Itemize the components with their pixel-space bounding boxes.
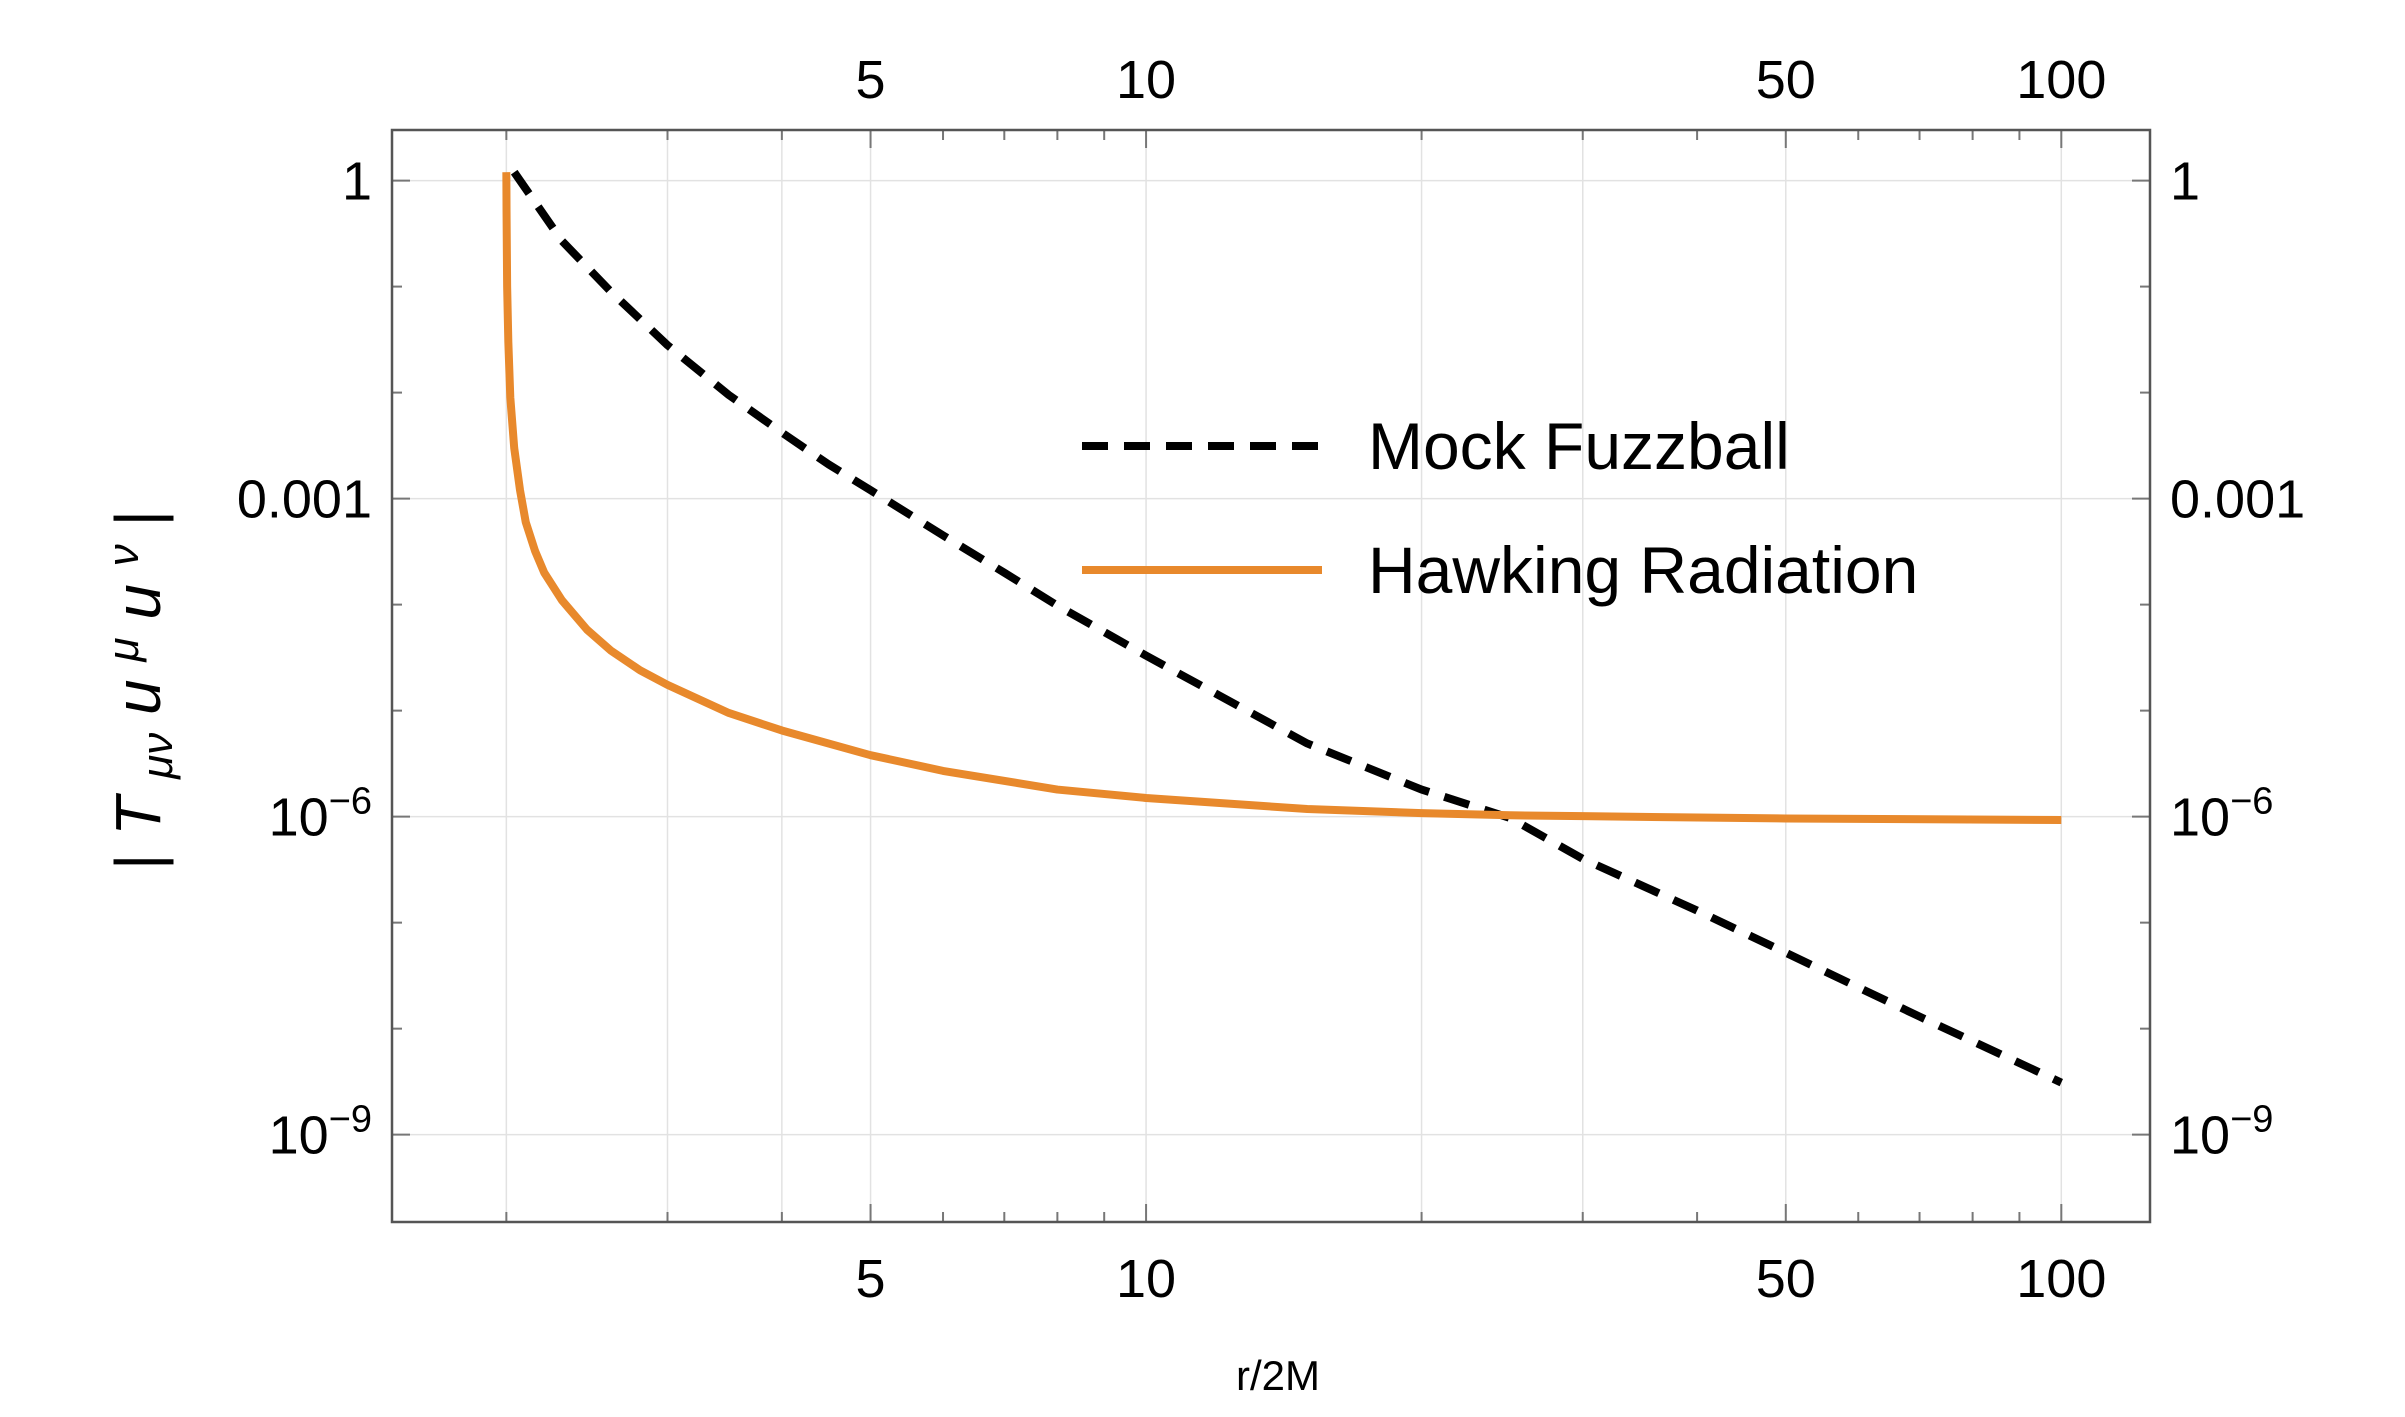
x-tick-label-top: 50 bbox=[1756, 50, 1816, 110]
y-label-u1: u bbox=[102, 679, 174, 715]
x-tick-label-bottom: 100 bbox=[2016, 1249, 2106, 1309]
series-line-hawking-radiation bbox=[502, 172, 2062, 824]
tick-label-exponent: −9 bbox=[329, 1099, 372, 1141]
tick-label-exponent: −9 bbox=[2230, 1099, 2273, 1141]
tick-label-base: 10 bbox=[2170, 1106, 2230, 1166]
y-tick-label-left: 1 bbox=[342, 152, 372, 212]
y-label-bar-left: | bbox=[102, 853, 174, 870]
tick-label-base: 10 bbox=[269, 788, 329, 848]
y-tick-label-left: 0.001 bbox=[237, 470, 372, 530]
x-tick-label-top: 10 bbox=[1116, 50, 1176, 110]
tick-label-base: 10 bbox=[269, 1106, 329, 1166]
frame-ticks bbox=[392, 130, 2150, 1222]
y-label-bar-right: | bbox=[102, 510, 174, 527]
y-label-u2: u bbox=[102, 584, 174, 620]
x-tick-label-bottom: 10 bbox=[1116, 1249, 1176, 1309]
tick-label-exponent: −6 bbox=[329, 781, 372, 823]
y-axis-label: | T μν u μ u ν | bbox=[99, 510, 182, 870]
tick-label-base: 10 bbox=[2170, 788, 2230, 848]
y-tick-label-left: 10−9 bbox=[269, 1099, 372, 1166]
legend-label-hawking-radiation: Hawking Radiation bbox=[1368, 533, 1918, 607]
y-label-t-sub: μν bbox=[133, 733, 182, 780]
y-label-t: T bbox=[102, 793, 174, 836]
y-tick-label-right: 10−9 bbox=[2170, 1099, 2273, 1166]
tick-label-exponent: −6 bbox=[2230, 781, 2273, 823]
x-tick-label-top: 100 bbox=[2016, 50, 2106, 110]
plot-frame bbox=[390, 128, 2152, 1224]
legend: Mock Fuzzball Hawking Radiation bbox=[1082, 409, 1918, 607]
y-tick-label-left: 10−6 bbox=[269, 781, 372, 848]
y-tick-label-right: 0.001 bbox=[2170, 470, 2305, 530]
x-axis-label: r/2M bbox=[1236, 1352, 1320, 1399]
legend-label-mock-fuzzball: Mock Fuzzball bbox=[1368, 409, 1790, 483]
y-label-u2-sup: ν bbox=[99, 544, 148, 566]
gridlines bbox=[392, 130, 2150, 1222]
series-layer bbox=[502, 169, 2063, 1087]
series-line-mock-fuzzball bbox=[510, 169, 2063, 1087]
x-tick-label-bottom: 50 bbox=[1756, 1249, 1816, 1309]
x-tick-label-bottom: 5 bbox=[856, 1249, 886, 1309]
y-tick-label-right: 1 bbox=[2170, 152, 2200, 212]
x-tick-label-top: 5 bbox=[856, 50, 886, 110]
y-label-u1-sup: μ bbox=[99, 637, 148, 662]
y-tick-label-right: 10−6 bbox=[2170, 781, 2273, 848]
